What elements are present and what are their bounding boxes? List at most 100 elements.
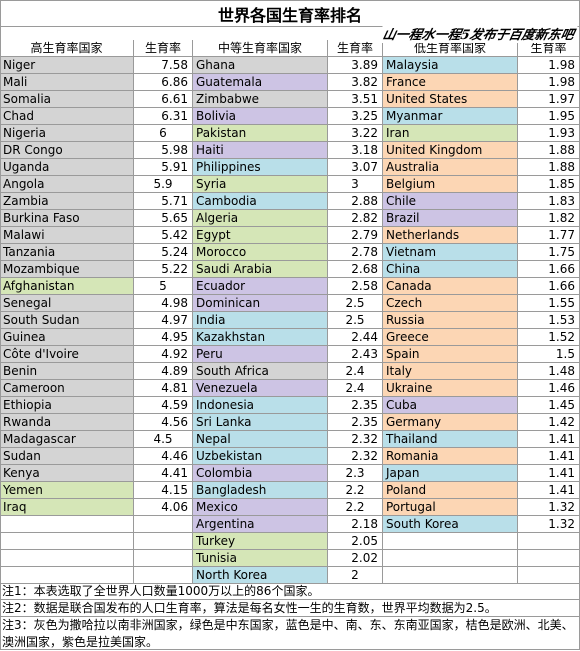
mid-country-name: Bangladesh <box>193 482 328 499</box>
low-country-name: Brazil <box>383 210 518 227</box>
high-country-name: Zambia <box>0 193 134 210</box>
low-fertility-rate: 1.66 <box>518 278 580 295</box>
mid-country-name: Mexico <box>193 499 328 516</box>
low-fertility-rate: 1.93 <box>518 125 580 142</box>
low-country-name: Malaysia <box>383 57 518 74</box>
title-row: 世界各国生育率排名 <box>0 0 580 27</box>
mid-country-name: Cambodia <box>193 193 328 210</box>
mid-fertility-rate: 3.51 <box>328 91 383 108</box>
high-country-name: Afghanistan <box>0 278 134 295</box>
low-empty-cell <box>518 567 580 584</box>
high-country-name: Chad <box>0 108 134 125</box>
mid-fertility-rate: 2.43 <box>328 346 383 363</box>
low-fertility-rate: 1.98 <box>518 57 580 74</box>
mid-fertility-rate: 2.35 <box>328 397 383 414</box>
low-country-name: Netherlands <box>383 227 518 244</box>
page-title: 世界各国生育率排名 <box>217 6 362 25</box>
mid-fertility-rate: 2 <box>328 567 383 584</box>
low-fertility-rate: 1.52 <box>518 329 580 346</box>
mid-country-name: Dominican <box>193 295 328 312</box>
low-country-name: Australia <box>383 159 518 176</box>
low-country-name: United Kingdom <box>383 142 518 159</box>
mid-country-name: Egypt <box>193 227 328 244</box>
mid-country-name: Peru <box>193 346 328 363</box>
mid-country-name: South Africa <box>193 363 328 380</box>
mid-country-name: Tunisia <box>193 550 328 567</box>
low-country-name: Cuba <box>383 397 518 414</box>
low-fertility-rate: 1.32 <box>518 516 580 533</box>
mid-country-name: Syria <box>193 176 328 193</box>
mid-fertility-rate: 3.25 <box>328 108 383 125</box>
low-country-name: Vietnam <box>383 244 518 261</box>
high-empty-cell <box>134 533 193 550</box>
high-fertility-rate: 5.71 <box>134 193 193 210</box>
high-country-name: Tanzania <box>0 244 134 261</box>
high-country-name: Nigeria <box>0 125 134 142</box>
low-country-name: Iran <box>383 125 518 142</box>
high-fertility-rate: 4.46 <box>134 448 193 465</box>
mid-fertility-rate: 3.89 <box>328 57 383 74</box>
mid-fertility-rate: 2.5 <box>328 312 383 329</box>
high-country-name: DR Congo <box>0 142 134 159</box>
mid-fertility-rate: 3.82 <box>328 74 383 91</box>
low-fertility-rate: 1.42 <box>518 414 580 431</box>
low-empty-cell <box>383 550 518 567</box>
low-fertility-rate: 1.55 <box>518 295 580 312</box>
mid-country-name: Zimbabwe <box>193 91 328 108</box>
high-fertility-rate: 4.56 <box>134 414 193 431</box>
mid-country-name: India <box>193 312 328 329</box>
mid-fertility-rate: 2.3 <box>328 465 383 482</box>
low-fertility-rate: 1.75 <box>518 244 580 261</box>
low-fertility-rate: 1.48 <box>518 363 580 380</box>
low-fertility-rate: 1.41 <box>518 482 580 499</box>
high-country-name: Kenya <box>0 465 134 482</box>
high-empty-cell <box>0 550 134 567</box>
low-fertility-rate: 1.77 <box>518 227 580 244</box>
high-fertility-rate: 6.31 <box>134 108 193 125</box>
low-country-name: Myanmar <box>383 108 518 125</box>
high-country-name: Ethiopia <box>0 397 134 414</box>
low-country-name: Canada <box>383 278 518 295</box>
low-fertility-rate: 1.83 <box>518 193 580 210</box>
mid-country-name: Kazakhstan <box>193 329 328 346</box>
low-country-name: Portugal <box>383 499 518 516</box>
mid-fertility-rate: 3.18 <box>328 142 383 159</box>
low-country-name: South Korea <box>383 516 518 533</box>
high-country-name: Iraq <box>0 499 134 516</box>
high-empty-cell <box>0 567 134 584</box>
low-fertility-rate: 1.97 <box>518 91 580 108</box>
high-fertility-rate: 4.81 <box>134 380 193 397</box>
low-country-name: Russia <box>383 312 518 329</box>
mid-country-name: Ghana <box>193 57 328 74</box>
high-fertility-rate: 5.9 <box>134 176 193 193</box>
high-country-name: Uganda <box>0 159 134 176</box>
high-fertility-rate: 4.98 <box>134 295 193 312</box>
high-country-name: Niger <box>0 57 134 74</box>
mid-country-name: Nepal <box>193 431 328 448</box>
mid-fertility-rate: 2.68 <box>328 261 383 278</box>
low-country-name: Spain <box>383 346 518 363</box>
mid-country-name: Sri Lanka <box>193 414 328 431</box>
high-fertility-rate: 4.89 <box>134 363 193 380</box>
low-empty-cell <box>518 550 580 567</box>
high-country-name: Mozambique <box>0 261 134 278</box>
high-fertility-rate: 4.59 <box>134 397 193 414</box>
low-fertility-rate: 1.46 <box>518 380 580 397</box>
mid-fertility-rate: 2.2 <box>328 482 383 499</box>
header-low-name: 低生育率国家 <box>383 40 518 57</box>
mid-country-name: Philippines <box>193 159 328 176</box>
note-2: 注2：数据是联合国发布的人口生育率，算法是每名女性一生的生育数，世界平均数据为2… <box>0 600 580 617</box>
high-fertility-rate: 4.92 <box>134 346 193 363</box>
low-country-name: United States <box>383 91 518 108</box>
high-country-name: Angola <box>0 176 134 193</box>
mid-fertility-rate: 2.32 <box>328 431 383 448</box>
mid-fertility-rate: 3.07 <box>328 159 383 176</box>
high-empty-cell <box>134 516 193 533</box>
high-fertility-rate: 6.86 <box>134 74 193 91</box>
high-fertility-rate: 4.15 <box>134 482 193 499</box>
mid-fertility-rate: 2.88 <box>328 193 383 210</box>
low-country-name: Ukraine <box>383 380 518 397</box>
low-fertility-rate: 1.88 <box>518 142 580 159</box>
low-fertility-rate: 1.95 <box>518 108 580 125</box>
